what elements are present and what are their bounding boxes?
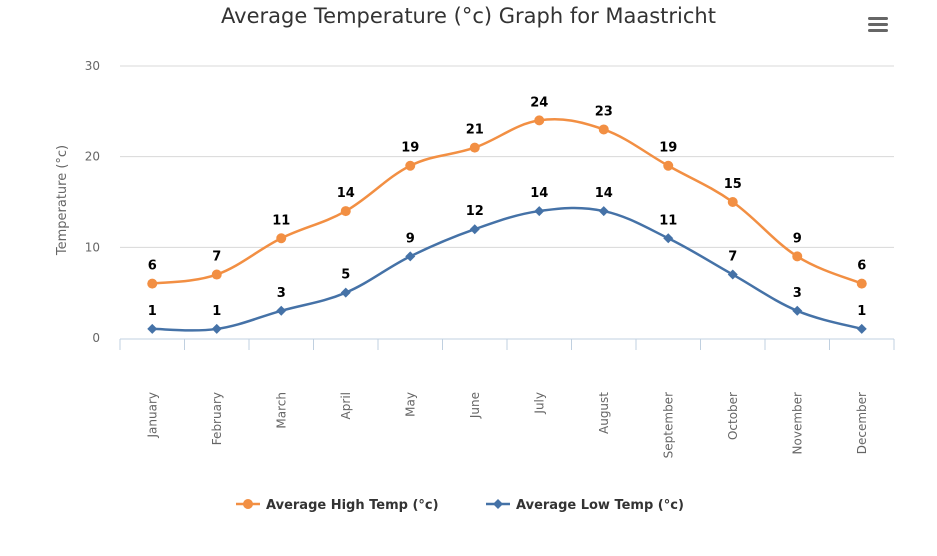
y-axis-title: Temperature (°c) [55,145,70,256]
data-label: 3 [277,286,286,301]
data-point[interactable] [340,287,351,298]
x-tick-label: February [210,392,224,445]
data-label: 1 [212,304,221,319]
data-point[interactable] [147,278,158,289]
x-tick-label: April [339,392,353,419]
data-label: 11 [659,213,677,228]
data-point[interactable] [405,251,416,262]
gridlines [120,65,894,248]
data-point[interactable] [727,269,738,280]
data-point[interactable] [727,197,738,207]
y-tick-label: 10 [85,240,100,254]
data-label: 19 [659,141,677,156]
data-label: 23 [595,104,613,119]
x-tick-label: July [532,392,546,415]
y-tick-label: 20 [85,150,100,164]
series-group [147,115,867,334]
data-point[interactable] [598,124,609,135]
data-label: 21 [466,123,484,138]
legend-item-low[interactable]: Average Low Temp (°c) [486,498,684,513]
data-point[interactable] [469,224,480,235]
data-point[interactable] [598,206,609,217]
data-label: 9 [793,231,802,246]
x-tick-label: May [403,392,417,417]
data-label: 19 [401,141,419,156]
data-label: 11 [272,213,290,228]
data-point[interactable] [792,305,803,316]
legend-marker [243,499,253,509]
data-point[interactable] [663,233,674,244]
x-axis-ticks: January February March April May June July Augu… [145,392,869,459]
data-label: 3 [793,286,802,301]
x-tick-label: January [145,392,159,439]
legend-marker [493,499,503,509]
data-point[interactable] [147,323,158,334]
data-point[interactable] [405,160,416,171]
series-line-high [152,118,863,285]
data-point[interactable] [534,206,545,217]
y-tick-label: 0 [92,331,100,345]
chart-menu-button[interactable] [862,12,894,38]
x-tick-label: March [274,392,288,429]
data-point[interactable] [211,323,222,334]
data-label: 1 [857,304,866,319]
data-point[interactable] [856,278,867,289]
data-point[interactable] [792,251,803,262]
axes [119,338,895,350]
data-point[interactable] [276,233,287,244]
data-label: 9 [406,231,415,246]
x-tick-label: December [855,392,869,454]
data-label: 6 [857,259,866,274]
chart-title: Average Temperature (°c) Graph for Maast… [221,4,716,28]
data-label: 5 [341,268,350,283]
legend: Average High Temp (°c) Average Low Temp (… [236,498,684,513]
data-point[interactable] [340,206,351,217]
data-label: 12 [466,204,484,219]
data-label: 7 [728,250,737,265]
series-line-low [152,206,863,332]
legend-label: Average Low Temp (°c) [516,498,684,513]
data-label: 1 [148,304,157,319]
data-point[interactable] [534,115,545,126]
data-label: 15 [724,177,742,192]
data-point[interactable] [276,305,287,316]
y-tick-label: 30 [85,59,100,73]
data-point[interactable] [211,269,222,280]
x-tick-label: September [661,392,675,458]
y-axis-ticks: 0 10 20 30 [85,59,100,345]
x-tick-label: August [597,392,611,434]
legend-item-high[interactable]: Average High Temp (°c) [236,498,439,513]
data-point[interactable] [856,323,867,334]
x-tick-label: November [790,392,804,454]
data-label: 14 [530,186,548,201]
data-label: 14 [595,186,613,201]
data-label: 24 [530,95,548,110]
x-tick-label: June [468,392,482,419]
data-label: 7 [212,250,221,265]
data-label: 6 [148,259,157,274]
data-point[interactable] [469,142,480,153]
legend-label: Average High Temp (°c) [266,498,439,513]
data-point[interactable] [663,160,674,171]
x-tick-label: October [726,392,740,440]
data-label: 14 [337,186,355,201]
